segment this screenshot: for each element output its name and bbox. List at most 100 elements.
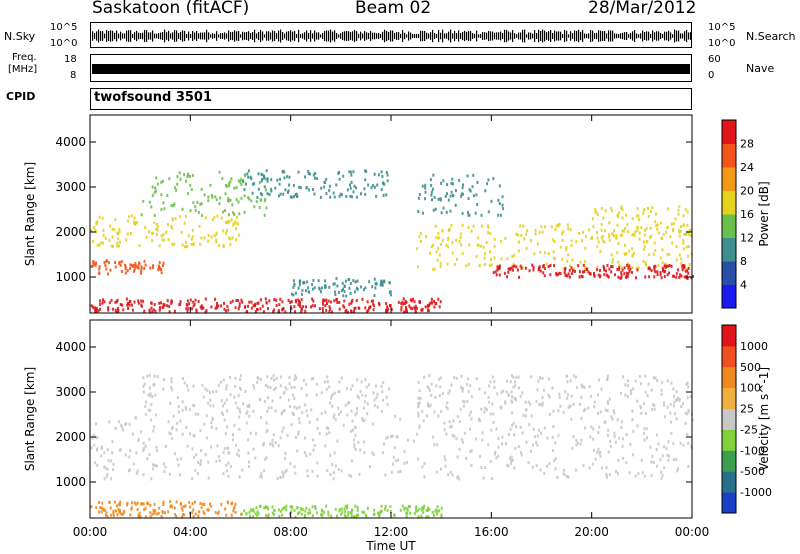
data-cell bbox=[680, 405, 683, 409]
data-cell bbox=[433, 300, 436, 304]
data-cell bbox=[343, 284, 346, 288]
data-cell bbox=[271, 399, 274, 403]
data-cell bbox=[607, 433, 610, 437]
noise-mark bbox=[324, 30, 326, 42]
data-cell bbox=[294, 300, 297, 304]
data-cell bbox=[181, 515, 184, 519]
data-cell bbox=[321, 513, 324, 517]
noise-mark bbox=[410, 32, 412, 40]
data-cell bbox=[426, 404, 429, 408]
noise-mark bbox=[192, 31, 194, 41]
data-cell bbox=[153, 374, 156, 378]
noise-mark bbox=[662, 33, 664, 39]
data-cell bbox=[558, 223, 561, 227]
data-cell bbox=[497, 198, 500, 202]
data-cell bbox=[191, 235, 194, 239]
data-cell bbox=[584, 246, 587, 250]
data-cell bbox=[428, 302, 431, 306]
data-cell bbox=[247, 304, 250, 308]
data-cell bbox=[461, 223, 464, 227]
data-cell bbox=[679, 273, 682, 277]
data-cell bbox=[656, 223, 659, 227]
data-cell bbox=[133, 267, 136, 271]
data-cell bbox=[209, 183, 212, 187]
data-cell bbox=[128, 422, 131, 426]
data-cell bbox=[251, 191, 254, 195]
data-cell bbox=[461, 211, 464, 215]
data-cell bbox=[210, 235, 213, 239]
data-cell bbox=[137, 299, 140, 303]
data-cell bbox=[302, 378, 305, 382]
data-cell bbox=[540, 431, 543, 435]
data-cell bbox=[294, 193, 297, 197]
data-cell bbox=[194, 468, 197, 472]
data-cell bbox=[291, 411, 294, 415]
noise-mark bbox=[676, 30, 678, 42]
data-cell bbox=[90, 229, 93, 233]
data-cell bbox=[286, 190, 289, 194]
data-cell bbox=[276, 477, 279, 481]
data-cell bbox=[623, 252, 626, 256]
data-cell bbox=[292, 285, 295, 289]
data-cell bbox=[300, 308, 303, 312]
data-cell bbox=[510, 390, 513, 394]
data-cell bbox=[300, 508, 303, 512]
data-cell bbox=[512, 375, 515, 379]
data-cell bbox=[294, 515, 297, 519]
data-cell bbox=[625, 251, 628, 255]
data-cell bbox=[514, 384, 517, 388]
data-cell bbox=[306, 280, 309, 284]
data-cell bbox=[135, 471, 138, 475]
data-cell bbox=[670, 264, 673, 268]
data-cell bbox=[299, 301, 302, 305]
data-cell bbox=[440, 243, 443, 247]
data-cell bbox=[114, 260, 117, 264]
data-cell bbox=[408, 304, 411, 308]
data-cell bbox=[542, 265, 545, 269]
data-cell bbox=[176, 182, 179, 186]
noise-mark bbox=[640, 33, 642, 39]
data-cell bbox=[580, 416, 583, 420]
data-cell bbox=[678, 205, 681, 209]
noise-mark bbox=[236, 31, 238, 41]
data-cell bbox=[602, 264, 605, 268]
colorbar-tick-label: 4 bbox=[740, 279, 747, 292]
data-cell bbox=[682, 214, 685, 218]
noise-mark bbox=[528, 32, 530, 40]
data-cell bbox=[197, 300, 200, 304]
data-cell bbox=[413, 300, 416, 304]
noise-mark bbox=[400, 33, 402, 39]
data-cell bbox=[327, 299, 330, 303]
data-cell bbox=[369, 305, 372, 309]
noise-mark bbox=[340, 33, 342, 39]
data-cell bbox=[356, 287, 359, 291]
data-cell bbox=[670, 431, 673, 435]
data-cell bbox=[98, 267, 101, 271]
noise-mark bbox=[680, 33, 682, 39]
noise-mark bbox=[654, 32, 656, 40]
data-cell bbox=[685, 267, 688, 271]
data-cell bbox=[329, 307, 332, 311]
data-cell bbox=[620, 391, 623, 395]
data-cell bbox=[151, 239, 154, 243]
data-cell bbox=[451, 251, 454, 255]
data-cell bbox=[230, 218, 233, 222]
data-cell bbox=[344, 279, 347, 283]
data-cell bbox=[150, 418, 153, 422]
data-cell bbox=[118, 448, 121, 452]
data-cell bbox=[684, 421, 687, 425]
data-cell bbox=[344, 403, 347, 407]
data-cell bbox=[663, 262, 666, 266]
noise-mark bbox=[194, 32, 196, 40]
data-cell bbox=[348, 183, 351, 187]
data-cell bbox=[446, 401, 449, 405]
data-cell bbox=[418, 401, 421, 405]
data-cell bbox=[416, 509, 419, 513]
data-cell bbox=[217, 455, 220, 459]
data-cell bbox=[422, 510, 425, 514]
data-cell bbox=[124, 453, 127, 457]
data-cell bbox=[178, 303, 181, 307]
data-cell bbox=[648, 236, 651, 240]
data-cell bbox=[147, 502, 150, 506]
data-cell bbox=[672, 387, 675, 391]
